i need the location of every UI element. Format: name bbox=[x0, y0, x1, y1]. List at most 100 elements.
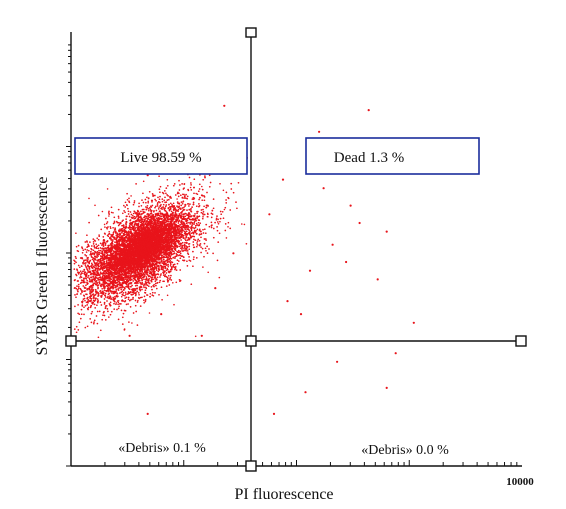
event-point bbox=[155, 269, 158, 272]
event-point bbox=[115, 220, 118, 223]
event-point bbox=[129, 230, 132, 233]
event-point bbox=[117, 303, 119, 306]
event-point bbox=[113, 238, 116, 240]
event-point bbox=[77, 290, 79, 293]
event-point bbox=[106, 261, 108, 264]
event-point bbox=[141, 296, 143, 299]
event-point bbox=[172, 250, 174, 252]
event-point bbox=[86, 300, 89, 303]
event-point bbox=[115, 294, 118, 297]
event-point bbox=[97, 265, 100, 268]
event-point bbox=[78, 266, 81, 269]
event-point bbox=[107, 244, 110, 247]
event-point bbox=[144, 279, 147, 281]
event-point bbox=[188, 256, 190, 258]
event-point bbox=[147, 281, 150, 284]
event-point bbox=[106, 240, 109, 243]
event-point bbox=[183, 206, 185, 209]
event-point bbox=[193, 192, 195, 195]
event-point bbox=[225, 191, 228, 194]
event-point bbox=[161, 200, 164, 203]
event-point bbox=[148, 272, 151, 275]
event-point bbox=[195, 229, 198, 232]
event-point bbox=[132, 291, 135, 294]
event-point bbox=[129, 285, 132, 288]
event-point bbox=[108, 280, 110, 282]
event-point bbox=[155, 273, 158, 276]
event-point bbox=[193, 238, 195, 241]
event-point bbox=[97, 286, 99, 289]
event-point bbox=[198, 239, 201, 242]
event-point bbox=[99, 290, 101, 293]
event-point bbox=[127, 284, 129, 287]
event-point bbox=[210, 212, 213, 215]
event-point bbox=[93, 294, 96, 297]
event-point bbox=[89, 318, 92, 320]
event-point bbox=[118, 272, 120, 275]
event-point bbox=[107, 262, 110, 264]
event-point bbox=[120, 288, 123, 291]
event-point bbox=[177, 195, 180, 198]
event-point bbox=[136, 324, 139, 326]
event-point bbox=[80, 273, 82, 276]
event-point bbox=[99, 260, 102, 263]
event-point bbox=[230, 182, 233, 185]
event-point bbox=[99, 276, 102, 279]
event-point bbox=[155, 199, 157, 202]
event-point bbox=[192, 196, 195, 199]
event-point bbox=[95, 290, 98, 293]
event-point bbox=[132, 203, 135, 206]
event-point bbox=[168, 270, 170, 273]
event-point bbox=[100, 228, 103, 231]
event-point bbox=[87, 264, 89, 267]
event-point bbox=[188, 238, 191, 241]
event-point bbox=[165, 272, 168, 274]
event-point bbox=[142, 208, 145, 211]
event-point bbox=[154, 214, 157, 216]
event-point bbox=[193, 235, 196, 238]
event-point bbox=[151, 201, 153, 203]
event-point bbox=[192, 203, 195, 205]
event-point bbox=[124, 211, 126, 214]
event-point bbox=[97, 294, 100, 297]
event-point bbox=[182, 188, 185, 190]
event-point bbox=[185, 249, 188, 252]
event-point bbox=[200, 233, 203, 235]
event-point bbox=[102, 236, 105, 238]
event-point bbox=[166, 267, 169, 270]
event-point bbox=[168, 278, 171, 280]
event-point bbox=[97, 284, 99, 287]
event-point bbox=[184, 239, 187, 242]
event-point bbox=[92, 289, 94, 292]
event-point bbox=[130, 223, 133, 225]
event-point bbox=[108, 297, 111, 300]
event-point bbox=[101, 244, 103, 246]
event-point bbox=[181, 183, 183, 185]
event-point bbox=[76, 280, 79, 282]
event-point bbox=[121, 323, 124, 325]
event-point bbox=[73, 262, 76, 265]
event-point bbox=[96, 301, 99, 304]
event-point bbox=[94, 269, 96, 272]
event-point bbox=[114, 295, 116, 298]
event-point bbox=[125, 293, 127, 295]
event-point bbox=[224, 223, 227, 225]
event-point bbox=[124, 291, 127, 294]
event-point bbox=[214, 221, 216, 224]
event-point bbox=[197, 190, 200, 193]
event-point bbox=[153, 285, 155, 288]
event-point bbox=[186, 265, 189, 267]
event-point bbox=[163, 199, 166, 202]
event-point bbox=[230, 188, 233, 190]
event-point bbox=[138, 293, 140, 296]
event-point bbox=[132, 225, 134, 228]
event-point bbox=[87, 301, 89, 304]
event-point bbox=[87, 258, 89, 260]
event-point bbox=[75, 325, 78, 328]
event-point bbox=[137, 292, 140, 294]
event-point bbox=[117, 299, 120, 302]
event-point bbox=[159, 195, 161, 198]
event-point bbox=[108, 210, 110, 213]
event-point bbox=[86, 288, 89, 291]
event-point bbox=[97, 274, 100, 276]
